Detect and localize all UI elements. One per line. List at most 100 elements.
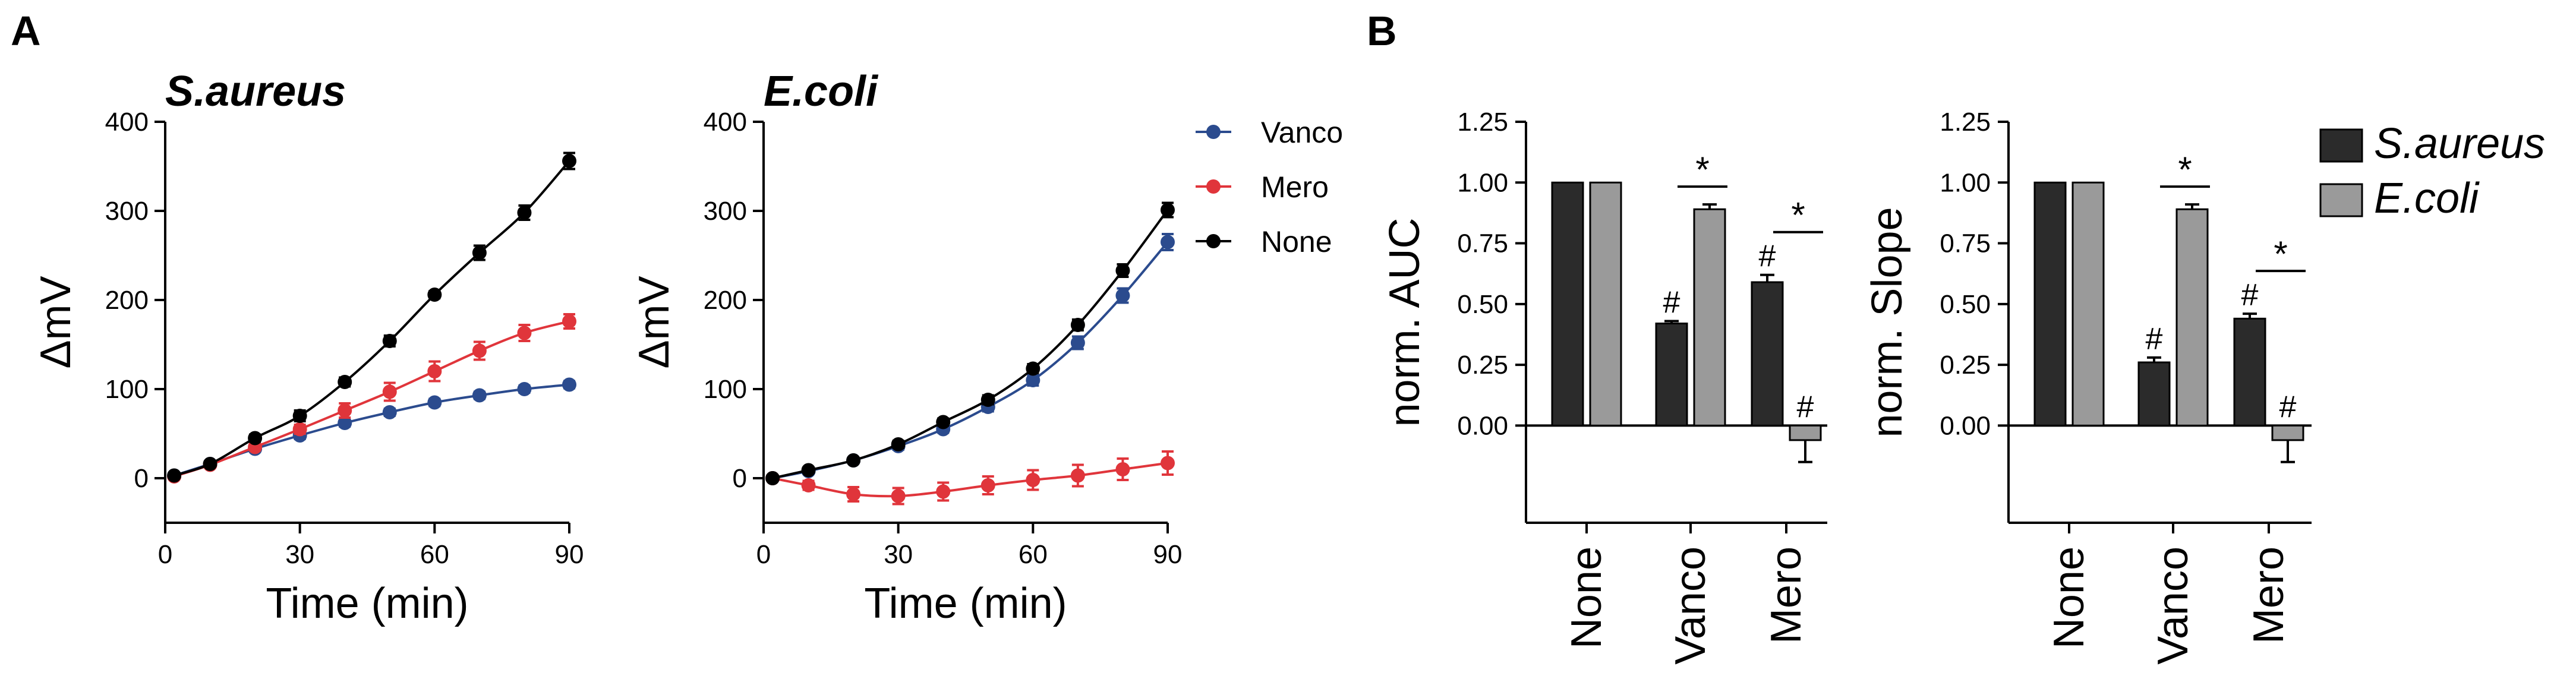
legend-label-none: None bbox=[1261, 225, 1332, 258]
data-point bbox=[765, 471, 780, 485]
series-none bbox=[765, 201, 1175, 485]
data-point bbox=[338, 416, 352, 430]
series-line-mero bbox=[772, 462, 1168, 498]
data-point bbox=[427, 364, 442, 378]
legend-swatch-e-coli bbox=[2319, 183, 2363, 217]
category-label-mero: Mero bbox=[2245, 547, 2293, 644]
data-point bbox=[1026, 361, 1041, 376]
data-point bbox=[980, 478, 995, 492]
data-point bbox=[562, 154, 576, 168]
data-point bbox=[1115, 263, 1130, 278]
series-vanco bbox=[765, 233, 1175, 485]
data-point bbox=[248, 431, 263, 446]
data-point bbox=[936, 415, 951, 429]
legend-swatch-s-aureus bbox=[2319, 128, 2363, 163]
bar-e-coli-none bbox=[1589, 181, 1622, 427]
data-point bbox=[1161, 456, 1175, 470]
data-point bbox=[517, 326, 532, 340]
bar-e-coli-vanco bbox=[2175, 208, 2209, 427]
y-tick-label: 0 bbox=[134, 464, 149, 493]
data-point bbox=[427, 288, 442, 302]
x-tick-label: 0 bbox=[158, 540, 172, 569]
significance-star: * bbox=[2178, 150, 2192, 189]
data-point bbox=[1161, 203, 1175, 217]
bar-chart-3: 0.00 0.25 0.50 0.75 1.00 1.25 norm. Slope None V… bbox=[1864, 108, 2545, 665]
hash-mark: # bbox=[2146, 322, 2163, 356]
bar-s-aureus-none bbox=[1551, 181, 1584, 427]
legend-marker-none bbox=[1206, 234, 1221, 248]
hash-mark: # bbox=[2279, 390, 2297, 424]
data-point bbox=[382, 384, 397, 399]
bar-s-aureus-mero bbox=[1751, 281, 1784, 427]
y-tick-label: 0.00 bbox=[1457, 411, 1508, 440]
category-label-none: None bbox=[1563, 547, 1610, 649]
y-tick-label: 0.75 bbox=[1457, 229, 1508, 258]
legend: Vanco Mero None bbox=[1196, 116, 1343, 258]
hash-mark: # bbox=[2241, 278, 2259, 312]
x-tick-label: 30 bbox=[285, 540, 314, 569]
panel-letter-b: B bbox=[1367, 8, 1397, 54]
y-tick-label: 0.75 bbox=[1940, 229, 1991, 258]
category-label-mero: Mero bbox=[1762, 547, 1810, 644]
data-point bbox=[1070, 468, 1085, 483]
legend: S.aureus E.coli bbox=[2319, 120, 2545, 222]
y-tick-label: 0 bbox=[733, 464, 747, 493]
data-point bbox=[203, 457, 217, 471]
y-tick-label: 300 bbox=[105, 197, 149, 226]
x-axis-title: Time (min) bbox=[266, 580, 468, 627]
panel-letter-a: A bbox=[11, 8, 41, 54]
x-tick-label: 90 bbox=[1153, 540, 1183, 569]
data-point bbox=[427, 395, 442, 410]
y-tick-label: 0.50 bbox=[1457, 290, 1508, 319]
hash-mark: # bbox=[1797, 390, 1814, 424]
data-point bbox=[562, 377, 576, 392]
series-line-none bbox=[772, 209, 1169, 479]
x-tick-label: 0 bbox=[756, 540, 771, 569]
data-point bbox=[1070, 318, 1085, 332]
data-point bbox=[517, 382, 532, 396]
data-point bbox=[382, 334, 397, 348]
bar-e-coli-mero bbox=[2271, 424, 2304, 441]
data-point bbox=[891, 437, 906, 451]
series-mero bbox=[167, 313, 576, 484]
y-tick-label: 1.25 bbox=[1940, 108, 1991, 137]
legend-label-e-coli: E.coli bbox=[2374, 175, 2480, 222]
data-point bbox=[846, 487, 861, 501]
y-tick-label: 300 bbox=[704, 197, 747, 226]
data-point bbox=[338, 375, 352, 389]
y-tick-label: 0.25 bbox=[1457, 350, 1508, 380]
bar-e-coli-vanco bbox=[1693, 208, 1726, 427]
series-none bbox=[167, 151, 576, 483]
legend-label-vanco: Vanco bbox=[1261, 116, 1343, 149]
bar-e-coli-mero bbox=[1789, 424, 1822, 441]
y-tick-label: 1.25 bbox=[1457, 108, 1508, 137]
series-vanco bbox=[167, 377, 576, 483]
data-point bbox=[517, 206, 532, 220]
data-point bbox=[801, 478, 816, 492]
y-tick-label: 400 bbox=[105, 108, 149, 137]
data-point bbox=[846, 453, 861, 468]
y-tick-label: 200 bbox=[105, 286, 149, 315]
data-point bbox=[292, 422, 307, 437]
bar-e-coli-none bbox=[2071, 181, 2105, 427]
bar-chart-2: 0.00 0.25 0.50 0.75 1.00 1.25 norm. AUC None Van… bbox=[1381, 108, 1827, 665]
data-point bbox=[292, 409, 307, 423]
legend-label-mero: Mero bbox=[1261, 170, 1329, 204]
y-tick-label: 100 bbox=[704, 375, 747, 404]
y-axis-title: ΔmV bbox=[32, 276, 80, 368]
y-tick-label: 400 bbox=[704, 108, 747, 137]
bar-s-aureus-mero bbox=[2233, 317, 2266, 427]
category-label-vanco: Vanco bbox=[2149, 547, 2197, 665]
y-tick-label: 200 bbox=[704, 286, 747, 315]
data-point bbox=[472, 388, 487, 403]
line-chart-0: 0 100 200 300 400 0 30 60 90 Time (min) ΔmV S.aureu… bbox=[32, 68, 584, 627]
significance-star: * bbox=[1695, 150, 1709, 189]
hash-mark: # bbox=[1663, 285, 1680, 320]
chart-title: S.aureus bbox=[165, 68, 346, 115]
data-point bbox=[1115, 462, 1130, 476]
legend-label-s-aureus: S.aureus bbox=[2374, 120, 2545, 168]
x-tick-label: 60 bbox=[420, 540, 449, 569]
data-point bbox=[980, 393, 995, 407]
y-tick-label: 1.00 bbox=[1457, 168, 1508, 197]
